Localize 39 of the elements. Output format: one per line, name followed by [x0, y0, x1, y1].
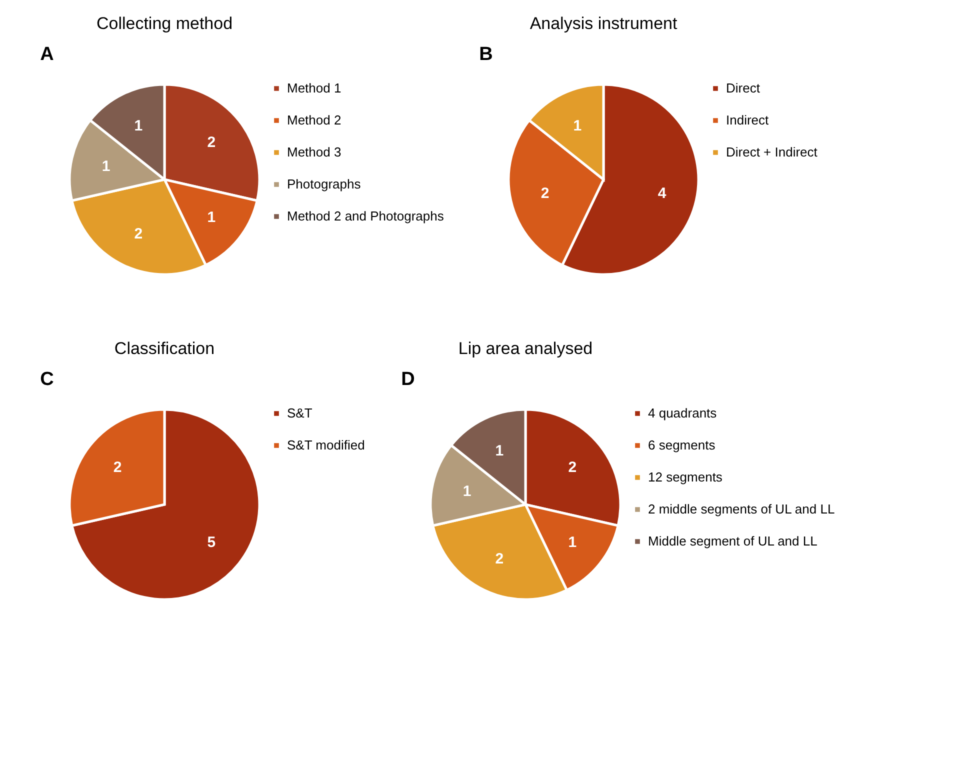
legend-label: 4 quadrants [648, 406, 718, 420]
data-label: 2 [134, 226, 143, 243]
legend-label: Method 3 [287, 144, 342, 160]
legend-label: Direct [726, 80, 760, 96]
data-label: 1 [102, 158, 110, 176]
legend-label: 2 middle segments of UL and LL [648, 502, 835, 516]
data-label: 4 [658, 184, 667, 202]
legend-label: 12 segments [648, 470, 723, 484]
legend-label: Method 2 and Photographs [287, 208, 444, 224]
legend-label: 6 segments [648, 438, 716, 452]
chart-title: Lip area analysed [458, 339, 593, 358]
data-label: 1 [495, 442, 504, 460]
data-label: 2 [540, 184, 550, 202]
text: C [40, 369, 54, 390]
legend-label: S&T [287, 406, 312, 420]
data-label: 2 [113, 459, 122, 476]
text: A [40, 44, 54, 65]
data-label: 5 [207, 534, 216, 551]
data-label: 1 [134, 117, 143, 134]
legend-label: Method 1 [287, 80, 342, 96]
chart-title: Collecting method [96, 14, 233, 33]
legend-label: Photographs [287, 176, 362, 192]
data-label: 1 [568, 534, 577, 551]
legend-label: Indirect [726, 112, 770, 128]
legend-label: Direct + Indirect [726, 144, 818, 160]
legend-label: Method 2 [287, 112, 342, 128]
chart-title: Classification [114, 339, 215, 358]
chart-title: Analysis instrument [530, 14, 678, 33]
data-label: 2 [495, 550, 504, 568]
legend-label: Middle segment of UL and LL [648, 534, 818, 548]
data-label: 1 [462, 483, 472, 500]
data-label: 2 [207, 134, 216, 152]
pie-slice [70, 408, 261, 601]
data-label: 1 [207, 208, 216, 226]
text: D [401, 369, 415, 390]
legend-label: S&T modified [287, 438, 365, 452]
text: B [479, 44, 493, 65]
data-label: 2 [568, 459, 577, 476]
data-label: 1 [573, 117, 582, 134]
